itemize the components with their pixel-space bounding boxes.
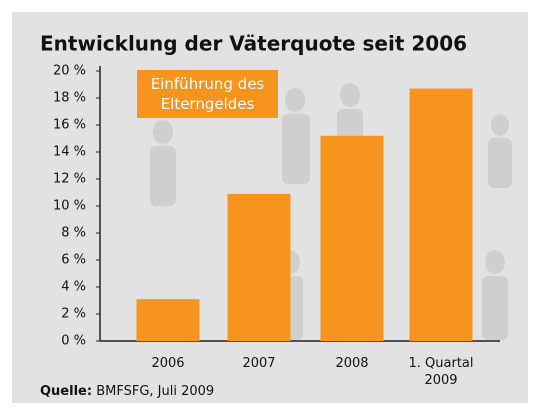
bar <box>228 194 291 341</box>
bar <box>410 89 473 341</box>
source: Quelle: BMFSFG, Juli 2009 <box>40 384 214 399</box>
y-tick-label: 14 % <box>53 145 86 160</box>
y-tick-label: 10 % <box>53 199 86 214</box>
x-tick-label: 2006 <box>128 355 208 372</box>
x-tick-label: 2008 <box>312 355 392 372</box>
x-tick-label: 1. Quartal 2009 <box>401 355 481 389</box>
annotation: Einführung des Elterngeldes <box>137 70 278 118</box>
y-tick-label: 12 % <box>53 172 86 187</box>
page: Entwicklung der Väterquote seit 2006 0 %… <box>0 0 540 415</box>
source-label: Quelle: <box>40 384 92 399</box>
bar <box>321 136 384 341</box>
y-tick-label: 6 % <box>61 253 86 268</box>
chart-title: Entwicklung der Väterquote seit 2006 <box>40 32 467 56</box>
y-tick-label: 16 % <box>53 118 86 133</box>
y-tick-label: 18 % <box>53 91 86 106</box>
y-tick-label: 0 % <box>61 334 86 349</box>
bar <box>137 299 200 341</box>
y-tick-label: 8 % <box>61 226 86 241</box>
source-text: BMFSFG, Juli 2009 <box>96 384 214 399</box>
x-tick-label: 2007 <box>219 355 299 372</box>
y-tick-label: 20 % <box>53 64 86 79</box>
y-tick-label: 4 % <box>61 280 86 295</box>
chart: Entwicklung der Väterquote seit 2006 0 %… <box>0 0 540 415</box>
y-tick-label: 2 % <box>61 307 86 322</box>
